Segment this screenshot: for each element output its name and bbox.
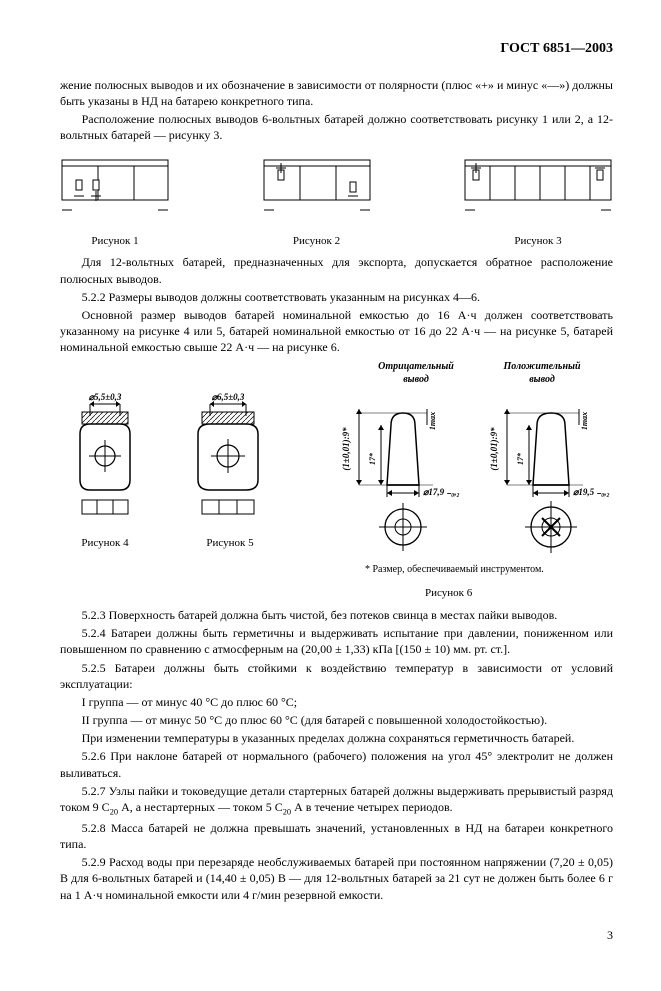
dim-label: 1max: [428, 411, 437, 429]
figure-3-block: Рисунок 3: [463, 158, 613, 249]
paragraph: 5.2.7 Узлы пайки и токоведущие детали ст…: [60, 783, 613, 818]
paragraph: Основной размер выводов батарей номиналь…: [60, 307, 613, 356]
paragraph: Расположение полюсных выводов 6-вольтных…: [60, 111, 613, 143]
dim-label: 17*: [516, 452, 525, 465]
figure-4-svg: ⌀5,5±0,3: [60, 360, 150, 530]
formula: С20: [275, 800, 291, 814]
figure-2-block: Рисунок 2: [262, 158, 372, 249]
figure-1-svg: [60, 158, 170, 228]
figure-5-svg: ⌀6,5±0,3: [180, 360, 280, 530]
page-number: 3: [60, 927, 613, 943]
dim-label: ⌀5,5±0,3: [89, 392, 122, 402]
paragraph: Для 12-вольтных батарей, предназначенных…: [60, 254, 613, 286]
figure-3-svg: [463, 158, 613, 228]
figure-6-caption: Рисунок 6: [425, 586, 472, 601]
paragraph: 5.2.2 Размеры выводов должны соответство…: [60, 289, 613, 305]
figure-6-pos-svg: (1±0,01):9* 1max 17* ⌀19,5 ₋₀,₂: [483, 389, 613, 559]
paragraph: 5.2.3 Поверхность батарей должна быть чи…: [60, 607, 613, 623]
page-header-standard: ГОСТ 6851—2003: [60, 40, 613, 59]
text-run: А в течение четырех периодов.: [291, 800, 453, 814]
dim-label: (1±0,01):9*: [341, 427, 351, 471]
figure-6-footnote: * Размер, обеспечиваемый инструментом.: [365, 563, 544, 577]
figure-5-block: ⌀6,5±0,3 Рисунок 5: [180, 360, 280, 551]
dim-label: (1±0,01):9*: [489, 427, 499, 471]
paragraph: жение полюсных выводов и их обозначение …: [60, 77, 613, 109]
figure-1-block: Рисунок 1: [60, 158, 170, 249]
pos-header: Положительный вывод: [497, 360, 587, 387]
figure-4-caption: Рисунок 4: [81, 536, 128, 551]
figure-1-caption: Рисунок 1: [91, 234, 138, 249]
paragraph: 5.2.6 При наклоне батарей от нормального…: [60, 748, 613, 780]
paragraph: 5.2.9 Расход воды при перезаряде необслу…: [60, 854, 613, 903]
figure-2-svg: [262, 158, 372, 228]
paragraph: При изменении температуры в указанных пр…: [60, 730, 613, 746]
neg-header: Отрицательный вывод: [371, 360, 461, 387]
formula: С20: [102, 800, 118, 814]
paragraph: 5.2.4 Батареи должны быть герметичны и в…: [60, 625, 613, 657]
figure-2-caption: Рисунок 2: [293, 234, 340, 249]
figure-row-2: ⌀5,5±0,3 Рисунок 4: [60, 360, 613, 601]
dim-label: 1max: [580, 411, 589, 429]
figure-4-block: ⌀5,5±0,3 Рисунок 4: [60, 360, 150, 551]
paragraph: 5.2.5 Батареи должны быть стойкими к воз…: [60, 660, 613, 692]
figure-6-neg-svg: (1±0,01):9* 1max 17*: [335, 389, 465, 559]
dim-label: ⌀19,5 ₋₀,₂: [573, 487, 610, 497]
dim-label: ⌀6,5±0,3: [212, 392, 245, 402]
figure-5-caption: Рисунок 5: [206, 536, 253, 551]
paragraph: II группа — от минус 50 °С до плюс 60 °С…: [60, 712, 613, 728]
figure-6-block: Отрицательный вывод Положительный вывод …: [335, 360, 613, 601]
paragraph: I группа — от минус 40 °С до плюс 60 °С;: [60, 694, 613, 710]
figure-3-caption: Рисунок 3: [514, 234, 561, 249]
dim-label: 17*: [368, 452, 377, 465]
dim-label: ⌀17,9 ₋₀,₂: [423, 487, 460, 497]
paragraph: 5.2.8 Масса батарей не должна превышать …: [60, 820, 613, 852]
figure-row-1: Рисунок 1 Рисунок 2: [60, 158, 613, 249]
text-run: А, а нестартерных — током 5: [118, 800, 275, 814]
